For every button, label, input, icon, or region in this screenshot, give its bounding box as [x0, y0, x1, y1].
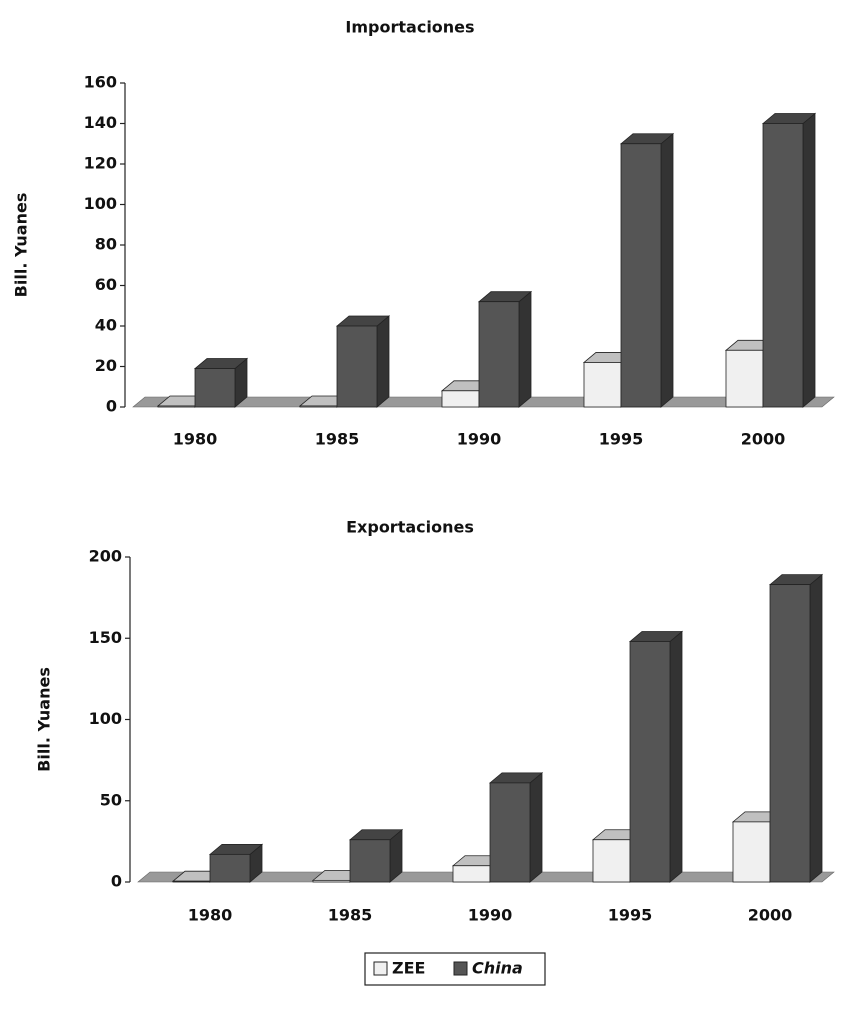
x-tick-label: 2000 [748, 906, 793, 925]
x-tick-label: 1995 [599, 430, 644, 449]
x-tick-label: 1985 [315, 430, 360, 449]
y-tick-label: 100 [84, 194, 117, 213]
bar [629, 641, 671, 883]
bar [157, 405, 196, 408]
bar-side [518, 290, 532, 408]
legend-label: ZEE [392, 959, 425, 978]
y-tick-label: 0 [106, 397, 117, 416]
y-tick-label: 0 [111, 872, 122, 891]
x-tick-label: 1990 [457, 430, 502, 449]
y-tick-label: 20 [95, 356, 117, 375]
y-tick-label: 50 [100, 790, 122, 809]
bar [583, 362, 622, 408]
y-tick-label: 40 [95, 316, 117, 335]
bar [732, 821, 771, 883]
bar [209, 853, 251, 883]
bar [194, 368, 236, 408]
x-tick-label: 2000 [741, 430, 786, 449]
y-tick-label: 120 [84, 154, 117, 173]
bar [762, 123, 804, 408]
y-tick-label: 140 [84, 113, 117, 132]
bar [592, 839, 631, 883]
x-tick-label: 1985 [328, 906, 373, 925]
bar [441, 390, 480, 408]
y-tick-label: 80 [95, 235, 117, 254]
legend-label: China [472, 959, 523, 978]
bar [312, 879, 351, 883]
bar [620, 143, 662, 408]
bar [725, 349, 764, 408]
x-tick-label: 1990 [468, 906, 513, 925]
bar [336, 325, 378, 408]
bar [172, 880, 211, 883]
chart-title: Exportaciones [346, 518, 474, 537]
bar [489, 782, 531, 883]
bar [478, 301, 520, 408]
x-tick-label: 1980 [173, 430, 218, 449]
bar [452, 865, 491, 883]
legend-swatch [453, 961, 468, 976]
legend-swatch [373, 961, 388, 976]
y-tick-label: 200 [89, 547, 122, 566]
bar-side [802, 112, 816, 408]
chart-title: Importaciones [345, 18, 474, 37]
bar-side [529, 772, 543, 883]
x-tick-label: 1995 [608, 906, 653, 925]
bar-side [660, 132, 674, 408]
y-axis-label: Bill. Yuanes [12, 193, 31, 298]
bar-side [669, 630, 683, 883]
x-tick-label: 1980 [188, 906, 233, 925]
y-tick-label: 160 [84, 73, 117, 92]
bar [769, 584, 811, 883]
y-axis-label: Bill. Yuanes [35, 667, 54, 772]
y-tick-label: 60 [95, 275, 117, 294]
bar-side [376, 315, 390, 408]
y-tick-label: 100 [89, 709, 122, 728]
bar [299, 405, 338, 408]
bar-side [809, 573, 823, 883]
bar [349, 839, 391, 883]
y-tick-label: 150 [89, 628, 122, 647]
